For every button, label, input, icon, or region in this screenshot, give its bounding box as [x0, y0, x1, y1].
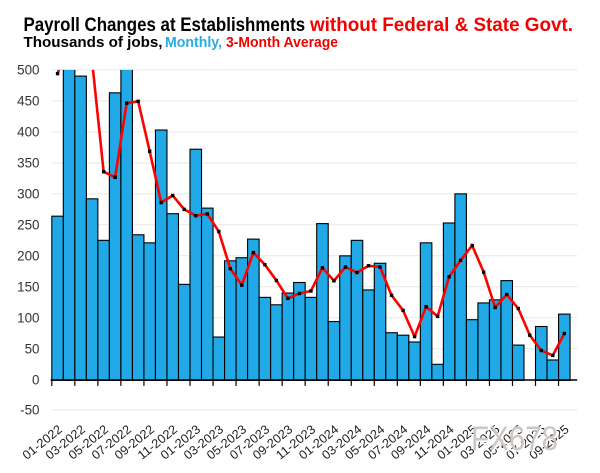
svg-text:FX678: FX678: [472, 421, 559, 459]
svg-text:200: 200: [17, 248, 39, 263]
svg-text:400: 400: [17, 125, 39, 140]
svg-text:350: 350: [17, 156, 39, 171]
svg-text:FX678: FX678: [471, 420, 558, 458]
svg-text:50: 50: [25, 341, 40, 356]
svg-text:250: 250: [17, 217, 39, 232]
svg-text:450: 450: [17, 94, 39, 109]
svg-text:0: 0: [32, 372, 39, 387]
svg-text:150: 150: [17, 279, 39, 294]
svg-text:-50: -50: [20, 403, 39, 418]
svg-text:500: 500: [17, 63, 39, 78]
svg-text:300: 300: [17, 187, 39, 202]
svg-text:Thousands of jobs,Monthly,3-Mo: Thousands of jobs, Monthly, 3-Month Averag…: [24, 34, 339, 51]
svg-text:Payroll Changes at Establishme: Payroll Changes at Establishments withou…: [24, 14, 574, 36]
svg-text:100: 100: [17, 310, 39, 325]
